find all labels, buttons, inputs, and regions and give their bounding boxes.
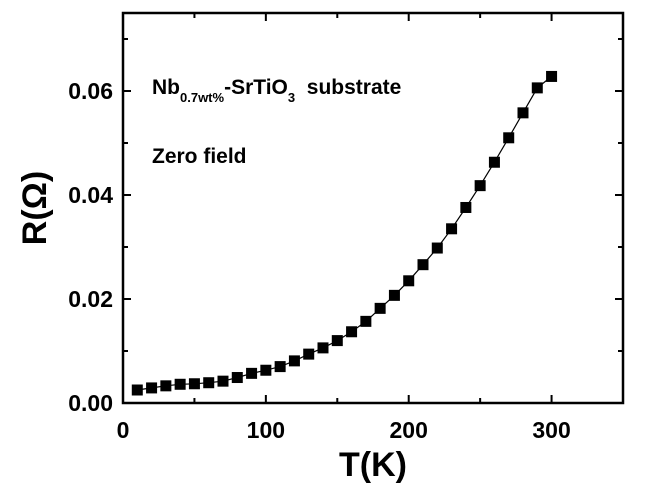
data-point: [174, 378, 186, 390]
data-point: [503, 132, 515, 144]
data-point: [374, 302, 386, 314]
y-tick-label: 0.02: [68, 286, 113, 312]
material-sub2: 3: [288, 90, 295, 105]
data-point: [388, 289, 400, 301]
x-tick-label: 0: [117, 417, 130, 443]
annotation-condition: Zero field: [152, 145, 247, 168]
annotation-material: Nb0.7wt%-SrTiO3 substrate: [152, 76, 401, 105]
data-point: [160, 380, 172, 392]
x-axis-title: T(K): [339, 446, 407, 484]
material-mid: -SrTiO: [224, 76, 288, 99]
x-tick-label: 300: [532, 417, 570, 443]
data-point: [446, 223, 458, 235]
data-point: [317, 342, 329, 354]
data-point: [260, 364, 272, 376]
data-point: [288, 355, 300, 367]
series-markers: [131, 70, 558, 396]
series-line: [137, 75, 552, 391]
axis-tick-labels: 0 100 200 300 0.00 0.02 0.04 0.06: [68, 78, 571, 443]
data-point: [517, 107, 529, 119]
data-point: [417, 259, 429, 271]
y-axis-title: R(Ω): [16, 171, 54, 245]
data-point: [188, 378, 200, 390]
x-tick-label: 100: [247, 417, 285, 443]
data-point: [146, 382, 158, 394]
data-point: [474, 180, 486, 192]
data-point: [488, 156, 500, 168]
data-point: [131, 384, 143, 396]
material-sub1: 0.7wt%: [180, 90, 225, 105]
axis-ticks: [122, 13, 624, 404]
data-point: [246, 367, 258, 379]
data-point: [217, 375, 229, 387]
y-tick-label: 0.04: [68, 182, 113, 208]
data-point: [531, 82, 543, 94]
data-point: [360, 315, 372, 327]
data-point: [303, 348, 315, 360]
plot-frame: [121, 11, 625, 405]
data-point: [346, 326, 358, 338]
data-point: [546, 70, 558, 82]
data-point: [331, 335, 343, 347]
data-point: [403, 275, 415, 287]
material-prefix: Nb: [152, 76, 180, 99]
data-point: [274, 361, 286, 373]
data-point: [431, 242, 443, 254]
y-tick-label: 0.06: [68, 78, 113, 104]
x-tick-label: 200: [390, 417, 428, 443]
data-point: [460, 201, 472, 213]
y-tick-label: 0.00: [68, 390, 113, 416]
data-point: [203, 377, 215, 389]
data-point: [231, 372, 243, 384]
material-suffix: substrate: [295, 76, 401, 99]
